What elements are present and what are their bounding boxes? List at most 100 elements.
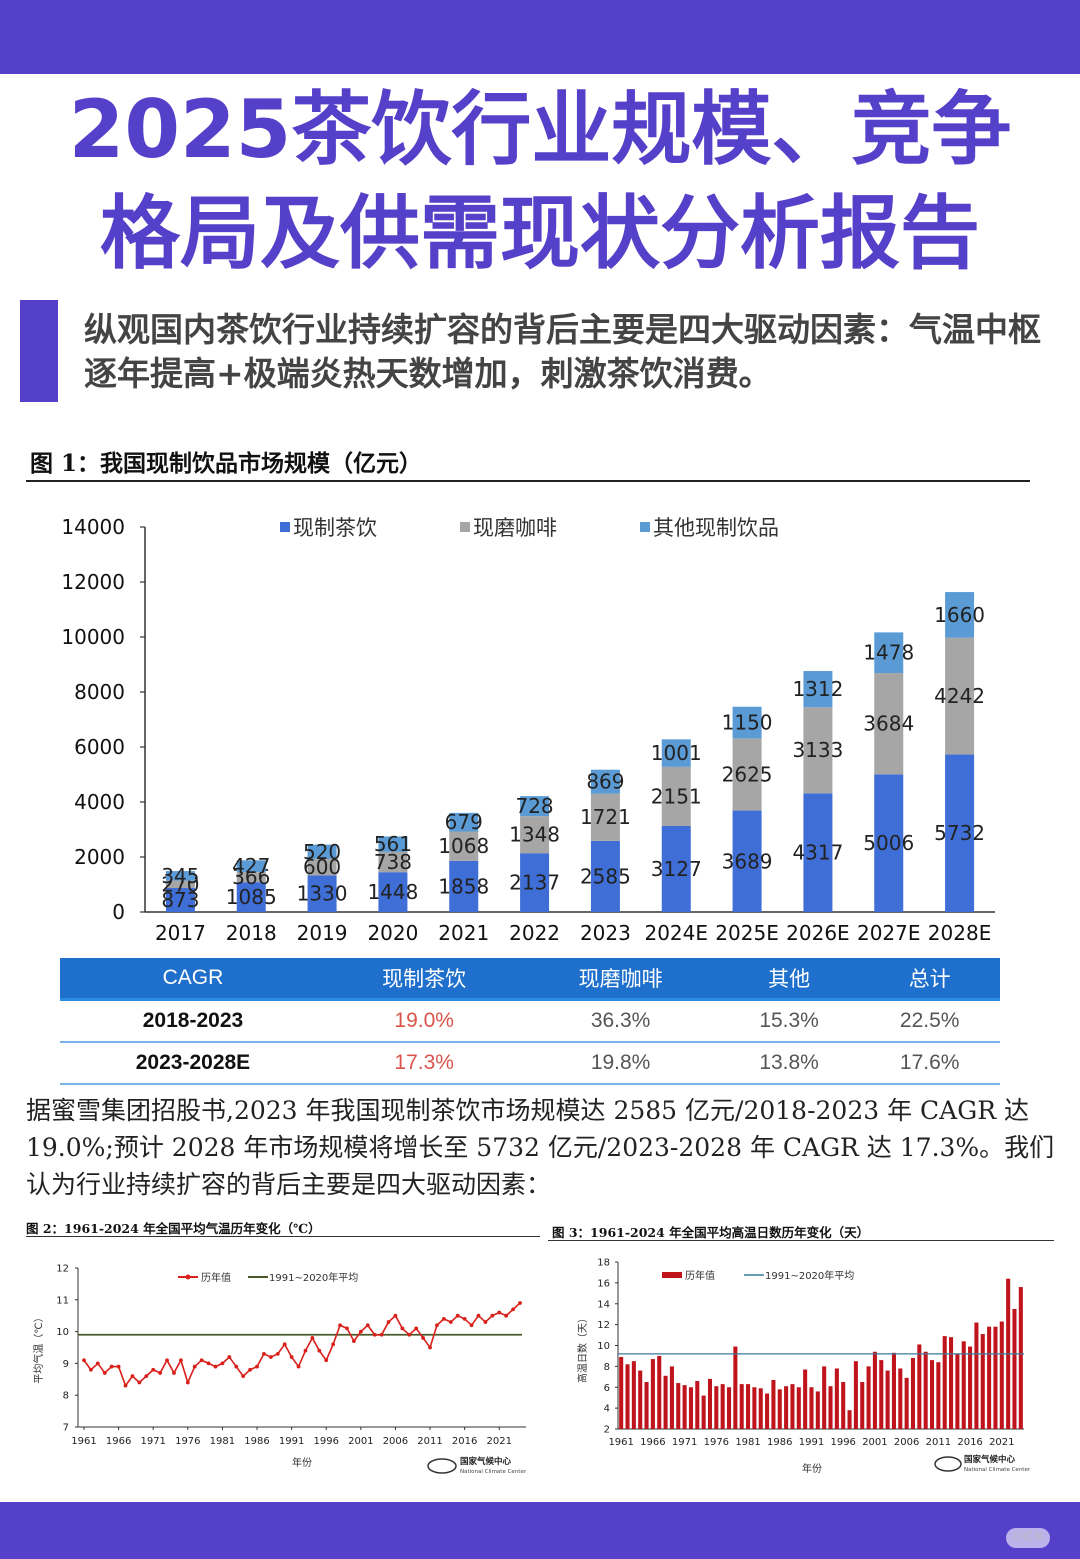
temperature-point (241, 1374, 246, 1379)
temperature-point (95, 1361, 100, 1366)
temperature-point (151, 1367, 156, 1372)
hot-days-bar (765, 1393, 770, 1429)
x-tick-label: 1996 (830, 1437, 855, 1448)
x-tick-label: 2006 (894, 1437, 919, 1448)
temperature-point (109, 1364, 114, 1369)
x-tick-label: 2006 (383, 1436, 408, 1447)
hot-days-bar (784, 1386, 789, 1429)
temperature-point (372, 1332, 377, 1337)
temperature-point (331, 1342, 336, 1347)
hot-days-bar (746, 1384, 751, 1429)
data-label: 1478 (863, 641, 914, 665)
hot-days-bar (796, 1387, 801, 1429)
legend-label: 1991~2020年平均 (269, 1271, 358, 1284)
data-label: 1001 (651, 741, 702, 765)
temperature-point (455, 1313, 460, 1318)
cagr-other: 15.3% (718, 999, 860, 1043)
bar-segment (661, 766, 691, 827)
temperature-point (296, 1364, 301, 1369)
temperature-point (504, 1313, 509, 1318)
temperature-point (365, 1323, 370, 1328)
x-tick-label: 2018 (226, 921, 277, 945)
bar-segment (874, 774, 904, 912)
x-tick-label: 2011 (417, 1436, 442, 1447)
data-label: 5006 (863, 831, 914, 855)
x-tick-label: 1991 (279, 1436, 304, 1447)
subtitle: 纵观国内茶饮行业持续扩容的背后主要是四大驱动因素：气温中枢逐年提高+极端炎热天数… (84, 310, 1041, 393)
temperature-point (227, 1355, 232, 1359)
data-label: 2151 (651, 784, 702, 808)
x-tick-label: 1976 (704, 1437, 729, 1448)
bar-segment (307, 858, 337, 876)
data-label: 738 (374, 850, 412, 874)
hot-days-bar (841, 1382, 846, 1429)
temperature-point (421, 1336, 426, 1340)
hot-days-bar (815, 1391, 820, 1429)
data-label: 873 (161, 888, 199, 912)
bar-segment (520, 816, 550, 854)
data-label: 3689 (722, 849, 773, 873)
source-label: 国家气候中心 (964, 1454, 1016, 1465)
temperature-point (345, 1326, 349, 1331)
legend-label: 1991~2020年平均 (765, 1269, 854, 1282)
temperature-point (262, 1351, 266, 1356)
x-tick-label: 1996 (313, 1436, 338, 1447)
bar-segment (236, 860, 266, 873)
temperature-point (317, 1348, 322, 1353)
legend-label: 历年值 (201, 1271, 231, 1284)
data-label: 5732 (934, 821, 985, 845)
cagr-header-cell: CAGR (60, 958, 326, 1001)
temperature-point (490, 1313, 495, 1318)
y-tick-label: 8 (604, 1362, 610, 1373)
hot-days-bar (898, 1368, 903, 1429)
x-tick-label: 2026E (786, 921, 850, 945)
figure1-rule (26, 480, 1030, 482)
hot-days-bar (999, 1321, 1004, 1429)
climate-center-logo-icon (934, 1456, 962, 1472)
temperature-point (248, 1367, 252, 1372)
temperature-point (165, 1358, 169, 1363)
data-label: 1348 (509, 823, 560, 847)
bar-segment (378, 836, 408, 852)
title-line-1: 2025茶饮行业规模、竞争 (68, 83, 1012, 176)
bar-segment (236, 872, 266, 883)
temperature-point (137, 1380, 142, 1385)
bar-segment (307, 844, 337, 859)
x-tick-label: 2016 (957, 1437, 982, 1448)
x-tick-label: 2021 (487, 1436, 512, 1447)
bar-segment (732, 738, 762, 811)
x-tick-label: 2001 (862, 1437, 887, 1448)
temperature-point (511, 1307, 515, 1312)
temperature-point (324, 1358, 329, 1363)
accent-bar (20, 300, 58, 402)
temperature-point (358, 1329, 363, 1334)
temperature-point (89, 1367, 93, 1372)
bar-segment (732, 706, 762, 739)
data-label: 1068 (438, 834, 489, 858)
y-axis-label: 平均气温（℃） (32, 1312, 45, 1383)
hot-days-bar (860, 1382, 865, 1429)
bar-segment (307, 875, 337, 912)
hot-days-bar (695, 1380, 700, 1429)
temperature-point (268, 1355, 273, 1359)
temperature-series-line (83, 1302, 521, 1388)
source-label: 国家气候中心 (460, 1456, 512, 1467)
hot-days-bar (974, 1322, 979, 1429)
x-axis-label: 年份 (292, 1456, 312, 1469)
cagr-table: CAGR 现制茶饮 现磨咖啡 其他 总计 2018-2023 19.0% 36.… (60, 958, 1000, 1085)
temperature-point (400, 1326, 405, 1331)
x-tick-label: 1986 (244, 1436, 269, 1447)
hot-days-bar (638, 1370, 643, 1429)
y-tick-label: 10 (597, 1341, 610, 1352)
temperature-point (199, 1358, 204, 1363)
bar-segment (590, 793, 620, 841)
data-label: 1448 (367, 880, 418, 904)
y-tick-label: 8000 (74, 680, 125, 704)
hot-days-bar (891, 1352, 896, 1429)
y-tick-label: 10000 (61, 625, 125, 649)
data-label: 2625 (722, 762, 773, 786)
cagr-header-row: CAGR 现制茶饮 现磨咖啡 其他 总计 (60, 958, 1000, 1001)
hot-days-bar (942, 1336, 947, 1429)
legend-label: 历年值 (685, 1269, 715, 1282)
temperature-point (428, 1345, 432, 1350)
